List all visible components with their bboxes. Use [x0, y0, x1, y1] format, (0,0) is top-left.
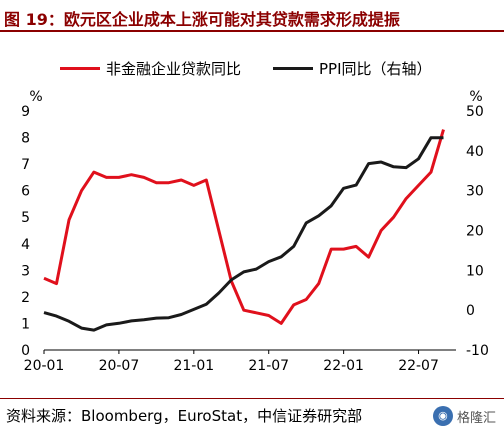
chart-title: 图 19：欧元区企业成本上涨可能对其贷款需求形成提振 [4, 10, 400, 29]
right-axis-unit: % [469, 89, 482, 105]
left-tick-label: 1 [21, 316, 30, 332]
x-tick-label: 20-01 [24, 358, 65, 374]
title-divider [0, 30, 504, 32]
left-tick-label: 3 [21, 263, 30, 279]
right-tick-label: 0 [466, 303, 475, 319]
right-tick-label: 30 [466, 184, 484, 200]
x-tick-label: 21-07 [248, 358, 289, 374]
line-chart: % % 0 1 2 3 4 5 6 7 8 9 -10 0 10 20 30 40 50 20-01 20-07 21-0… [21, 89, 489, 374]
right-tick-label: 50 [466, 104, 484, 120]
left-tick-label: 0 [21, 343, 30, 359]
watermark-logo-icon: ◉ [432, 406, 453, 426]
x-tick-label: 22-01 [323, 358, 364, 374]
chart-legend: 非金融企业贷款同比 PPI同比（右轴） [60, 58, 432, 79]
series-line-loans [43, 129, 445, 325]
legend-label-ppi: PPI同比（右轴） [319, 60, 432, 78]
right-tick-label: 10 [466, 263, 484, 279]
right-tick-label: -10 [466, 343, 489, 359]
left-tick-label: 9 [21, 104, 30, 120]
left-tick-label: 5 [21, 210, 30, 226]
left-tick-label: 2 [21, 290, 30, 306]
left-tick-label: 7 [21, 157, 30, 173]
watermark-text: 格隆汇 [456, 410, 496, 426]
left-axis-unit: % [29, 89, 42, 105]
source-divider [0, 398, 504, 399]
legend-label-loans: 非金融企业贷款同比 [106, 60, 242, 78]
series-line-ppi [43, 136, 444, 332]
x-tick-label: 22-07 [398, 358, 439, 374]
source-note: 资料来源：Bloomberg，EuroStat，中信证券研究部 [6, 407, 363, 425]
x-tick-label: 20-07 [99, 358, 140, 374]
right-tick-label: 40 [466, 144, 484, 160]
watermark-badge: ◉ 格隆汇 [432, 406, 496, 426]
x-tick-label: 21-01 [173, 358, 214, 374]
left-tick-label: 4 [21, 237, 30, 253]
left-tick-label: 6 [21, 184, 30, 200]
legend-swatch-ppi [273, 67, 314, 70]
left-tick-label: 8 [21, 131, 30, 147]
legend-swatch-loans [60, 67, 100, 70]
right-tick-label: 20 [466, 224, 484, 240]
